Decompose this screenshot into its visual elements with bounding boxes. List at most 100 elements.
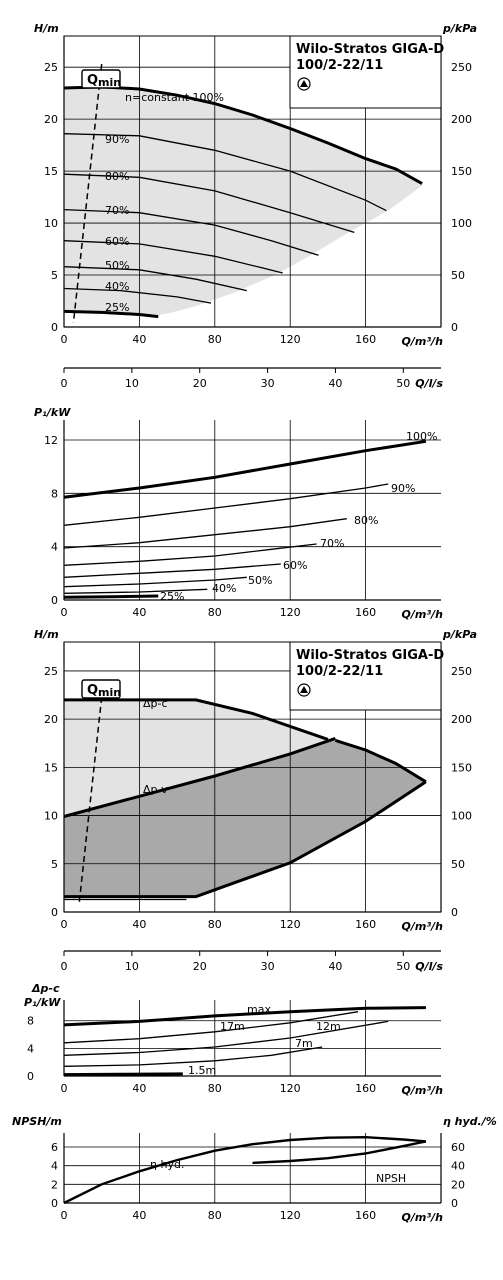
p3-y2tick: 0 xyxy=(451,906,458,919)
p4-xlabel: Q/m³/h xyxy=(402,1084,444,1097)
p3-pump-icon xyxy=(297,683,311,697)
p5-xtick: 0 xyxy=(61,1209,68,1222)
p2-label-70pct: 70% xyxy=(320,537,344,550)
p5-y2tick: 0 xyxy=(451,1197,458,1210)
p1-label-90pct: 90% xyxy=(105,133,129,146)
p3-title-box xyxy=(289,641,442,711)
p1-qmin-sub: min xyxy=(98,76,121,89)
p3-title: 100/2-22/11 xyxy=(296,664,383,679)
p1-y2tick: 250 xyxy=(451,61,472,74)
ls2-tick: 20 xyxy=(193,960,207,973)
p3-xtick: 0 xyxy=(61,918,68,931)
p1-pump-icon-arrow xyxy=(300,80,308,87)
p1-y2tick: 50 xyxy=(451,269,465,282)
p3-series-3 xyxy=(64,780,427,899)
p5-y2tick: 60 xyxy=(451,1141,465,1154)
p5-y2tick: 40 xyxy=(451,1160,465,1173)
p2-series-80pct xyxy=(63,518,347,549)
p1-xtick: 120 xyxy=(280,333,301,346)
p4-label-12m: 12m xyxy=(316,1020,341,1033)
p3-y2tick: 200 xyxy=(451,713,472,726)
p3-ytick: 15 xyxy=(44,761,58,774)
ls1-xlabel: Q/l/s xyxy=(415,377,443,390)
p3-ytick: 5 xyxy=(51,858,58,871)
p3-y2tick: 150 xyxy=(451,761,472,774)
p3-ytick: 25 xyxy=(44,665,58,678)
p2-series-40pct xyxy=(63,588,208,594)
p3-qmin-badge xyxy=(81,679,121,699)
p4-ytick: 4 xyxy=(27,1042,34,1055)
p2-xtick: 0 xyxy=(61,606,68,619)
p2-label-90pct: 90% xyxy=(391,482,415,495)
panel-layer xyxy=(63,35,442,1204)
p3-qmin-sub: min xyxy=(98,686,121,699)
ls2-tick: 0 xyxy=(61,960,68,973)
p1-annotation: n=constant 100% xyxy=(125,91,224,104)
p1-pump-icon xyxy=(297,77,311,91)
p1-xlabel: Q/m³/h xyxy=(402,335,444,348)
p3-qmin-line xyxy=(78,696,103,905)
p4-ytick: 8 xyxy=(27,1015,34,1028)
series-layer xyxy=(63,63,427,1205)
p1-y2label: p/kPa xyxy=(442,22,477,35)
p1-xtick: 40 xyxy=(132,333,146,346)
p3-xtick: 120 xyxy=(280,918,301,931)
p3-qmin-text: Q xyxy=(87,683,98,698)
p1-series-50pct xyxy=(63,266,247,292)
p3-label-dpv: Δp-v xyxy=(143,783,168,796)
p1-series-25pct xyxy=(63,309,159,319)
p5-xtick: 80 xyxy=(208,1209,222,1222)
p2-label-60pct: 60% xyxy=(283,559,307,572)
p5-xtick: 120 xyxy=(280,1209,301,1222)
p5-xlabel: Q/m³/h xyxy=(402,1211,444,1224)
p3-ytick: 10 xyxy=(44,810,58,823)
ls1-tick: 50 xyxy=(396,377,410,390)
p4-label-7m: 7m xyxy=(295,1037,313,1050)
p4-series-12m xyxy=(63,1020,389,1056)
p1-ytick: 5 xyxy=(51,269,58,282)
p3-y2tick: 250 xyxy=(451,665,472,678)
p5-label-eta: η hyd. xyxy=(150,1158,184,1171)
p2-ytick: 4 xyxy=(51,541,58,554)
p5-ytick: 2 xyxy=(51,1178,58,1191)
p5-ylabel: NPSH/m xyxy=(12,1115,62,1128)
p2-label-80pct: 80% xyxy=(354,514,378,527)
p3-ytick: 0 xyxy=(51,906,58,919)
p1-xtick: 80 xyxy=(208,333,222,346)
p4-ylabel-2: P₁/kW xyxy=(24,996,61,1009)
p5-xtick: 160 xyxy=(355,1209,376,1222)
p2-ytick: 8 xyxy=(51,487,58,500)
p5-series-hyd xyxy=(63,1135,427,1205)
p4-label-max.: max. xyxy=(247,1003,274,1016)
ls2-tick: 10 xyxy=(125,960,139,973)
p1-y2tick: 100 xyxy=(451,217,472,230)
p5-ytick: 0 xyxy=(51,1197,58,1210)
p3-title: Wilo-Stratos GIGA-D xyxy=(296,648,444,663)
p2-label-25pct: 25% xyxy=(160,590,184,603)
p1-series-70pct xyxy=(63,208,319,256)
p1-qmin-text: Q xyxy=(87,73,98,88)
p1-label-60pct: 60% xyxy=(105,235,129,248)
p1-ylabel: H/m xyxy=(34,22,59,35)
p1-ytick: 10 xyxy=(44,217,58,230)
ls1-tick: 0 xyxy=(61,377,68,390)
labels-layer: 0 40 80 120 1600510152025050100150200250Q/m³… xyxy=(12,22,497,1224)
p1-ytick: 0 xyxy=(51,321,58,334)
p2-series-90pct xyxy=(63,483,389,526)
p3-xtick: 40 xyxy=(132,918,146,931)
p1-ytick: 15 xyxy=(44,165,58,178)
p4-series-17m xyxy=(63,1011,359,1044)
p2-series-100pct xyxy=(63,439,427,499)
p1-series-80pct xyxy=(63,173,355,234)
p1-series-40pct xyxy=(63,287,212,304)
p1-label-80pct: 80% xyxy=(105,170,129,183)
p1-label-40pct: 40% xyxy=(105,280,129,293)
p4-ylabel-1: Δp-c xyxy=(31,982,60,995)
p4-xtick: 0 xyxy=(61,1082,68,1095)
p2-label-100pct: 100% xyxy=(406,430,437,443)
p3-dpv-area xyxy=(64,738,426,897)
p4-xtick: 80 xyxy=(208,1082,222,1095)
p1-series-100pct xyxy=(63,85,423,185)
p1-xtick: 160 xyxy=(355,333,376,346)
p2-series-70pct xyxy=(63,543,317,566)
